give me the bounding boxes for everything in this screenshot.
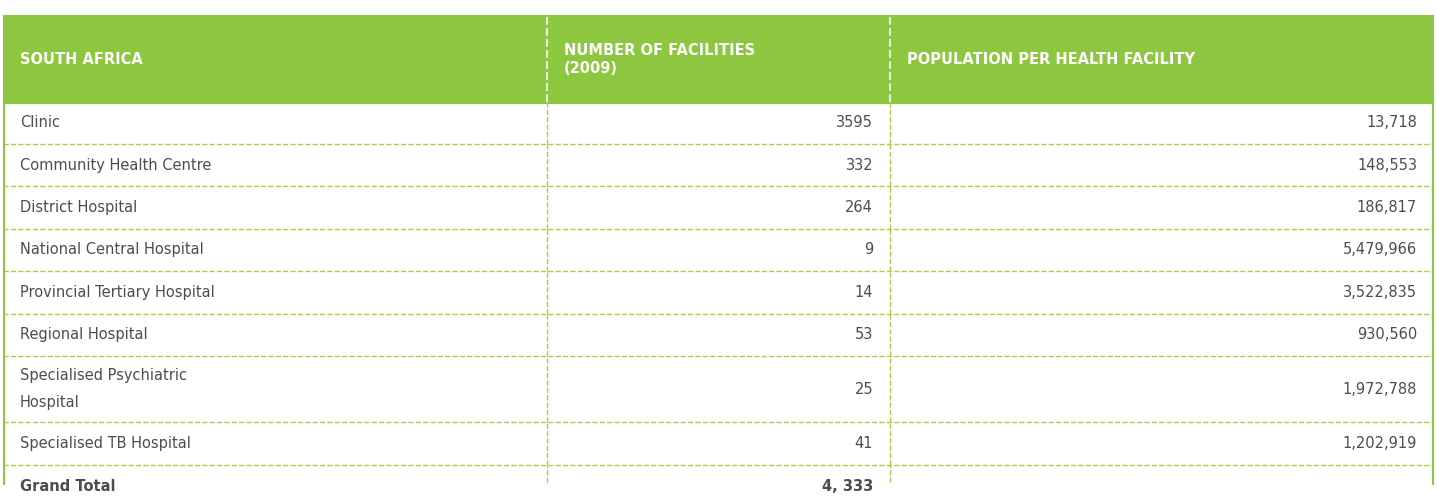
Bar (3, 356, 1434, 423)
Text: Grand Total: Grand Total (20, 479, 115, 494)
Text: 930,560: 930,560 (1357, 327, 1417, 342)
Text: Clinic: Clinic (20, 115, 60, 130)
Text: 332: 332 (845, 158, 874, 173)
Text: Regional Hospital: Regional Hospital (20, 327, 148, 342)
Text: NUMBER OF FACILITIES
(2009): NUMBER OF FACILITIES (2009) (563, 43, 754, 75)
Text: 25: 25 (855, 382, 874, 397)
Bar (3, 102, 1434, 144)
Bar (3, 423, 1434, 465)
Text: 1,202,919: 1,202,919 (1342, 436, 1417, 451)
Text: 1,972,788: 1,972,788 (1342, 382, 1417, 397)
Text: POPULATION PER HEALTH FACILITY: POPULATION PER HEALTH FACILITY (907, 52, 1196, 67)
Text: 186,817: 186,817 (1357, 200, 1417, 215)
Bar (3, 186, 1434, 229)
Text: 3,522,835: 3,522,835 (1344, 285, 1417, 300)
Text: National Central Hospital: National Central Hospital (20, 243, 204, 257)
Bar (3, 144, 1434, 186)
Text: Community Health Centre: Community Health Centre (20, 158, 211, 173)
Text: Provincial Tertiary Hospital: Provincial Tertiary Hospital (20, 285, 214, 300)
Bar (3, 17, 1434, 102)
Text: Hospital: Hospital (20, 395, 79, 410)
Bar (3, 229, 1434, 271)
Text: 41: 41 (855, 436, 874, 451)
Text: Specialised Psychiatric: Specialised Psychiatric (20, 368, 187, 383)
Text: 14: 14 (855, 285, 874, 300)
Text: 13,718: 13,718 (1367, 115, 1417, 130)
Text: 3595: 3595 (836, 115, 874, 130)
Bar (3, 271, 1434, 313)
Bar (3, 313, 1434, 356)
Text: Specialised TB Hospital: Specialised TB Hospital (20, 436, 191, 451)
Text: 5,479,966: 5,479,966 (1344, 243, 1417, 257)
Text: SOUTH AFRICA: SOUTH AFRICA (20, 52, 142, 67)
Text: 264: 264 (845, 200, 874, 215)
Text: District Hospital: District Hospital (20, 200, 137, 215)
Text: 4, 333: 4, 333 (822, 479, 874, 494)
Text: 53: 53 (855, 327, 874, 342)
Bar (3, 465, 1434, 496)
Text: 9: 9 (864, 243, 874, 257)
Text: 148,553: 148,553 (1357, 158, 1417, 173)
